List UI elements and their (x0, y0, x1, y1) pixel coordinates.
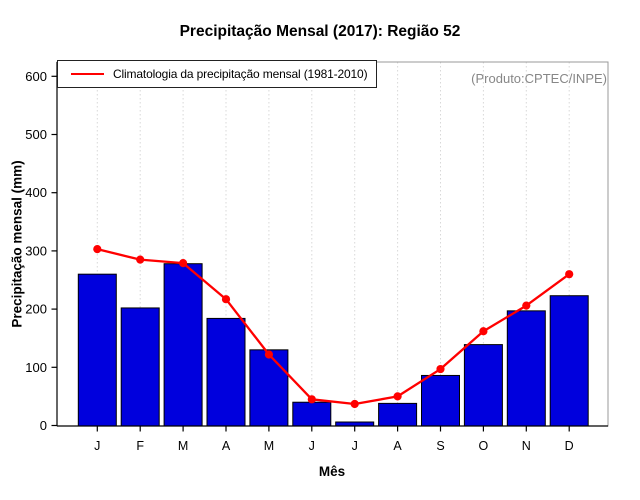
y-tick-label: 400 (25, 185, 47, 200)
climatology-point (264, 350, 273, 359)
climatology-point (221, 295, 231, 304)
bar-M4 (249, 349, 289, 427)
climatology-point (350, 399, 359, 409)
legend-label: Climatologia da precipitação mensal (198… (113, 67, 368, 81)
climatology-point (565, 270, 574, 279)
y-tick-label: 100 (25, 360, 47, 375)
climatology-point (479, 327, 488, 336)
y-tick-label: 200 (25, 302, 47, 317)
bar-A3 (206, 317, 246, 427)
x-tick-label: J (309, 439, 315, 453)
climatology-line (96, 248, 571, 406)
x-axis-label: Mês (318, 464, 346, 479)
product-annotation: (Produto:CPTEC/INPE) (471, 71, 607, 86)
bar-A7 (378, 402, 418, 427)
x-tick-label: D (565, 439, 574, 453)
x-tick-label: A (393, 439, 402, 453)
y-tick-label: 600 (25, 69, 47, 84)
x-tick-label: M (178, 439, 188, 453)
x-tick-label: N (522, 439, 531, 453)
bar-O9 (463, 344, 503, 427)
y-tick-label: 0 (40, 418, 47, 433)
x-tick-label: S (436, 439, 444, 453)
bar-D11 (549, 295, 589, 427)
x-tick-label: O (479, 439, 489, 453)
chart-title: Precipitação Mensal (2017): Região 52 (179, 23, 461, 40)
climatology-point (136, 255, 145, 264)
y-axis-label: Precipitação mensal (mm) (9, 160, 25, 328)
x-tick-label: M (264, 439, 274, 453)
climatology-point (93, 245, 102, 254)
bar-J0 (77, 273, 117, 427)
bar-N10 (506, 310, 546, 427)
climatology-point (307, 395, 316, 404)
climatology-point (179, 259, 188, 268)
x-tick-label: J (352, 439, 358, 453)
y-tick-label: 500 (25, 127, 47, 142)
x-tick-label: A (222, 439, 231, 453)
bar-S8 (421, 374, 460, 427)
bar-M2 (163, 263, 203, 427)
legend-line-sample (71, 73, 104, 75)
climatology-point (393, 392, 402, 401)
y-tick-label: 300 (25, 243, 47, 258)
bar-J5 (292, 401, 332, 427)
climatology-point (436, 364, 445, 374)
x-tick-label: J (94, 439, 100, 453)
legend-box: Climatologia da precipitação mensal (198… (57, 60, 377, 88)
bar-F1 (120, 307, 160, 427)
climatology-point (522, 301, 531, 310)
x-tick-label: F (136, 439, 144, 453)
